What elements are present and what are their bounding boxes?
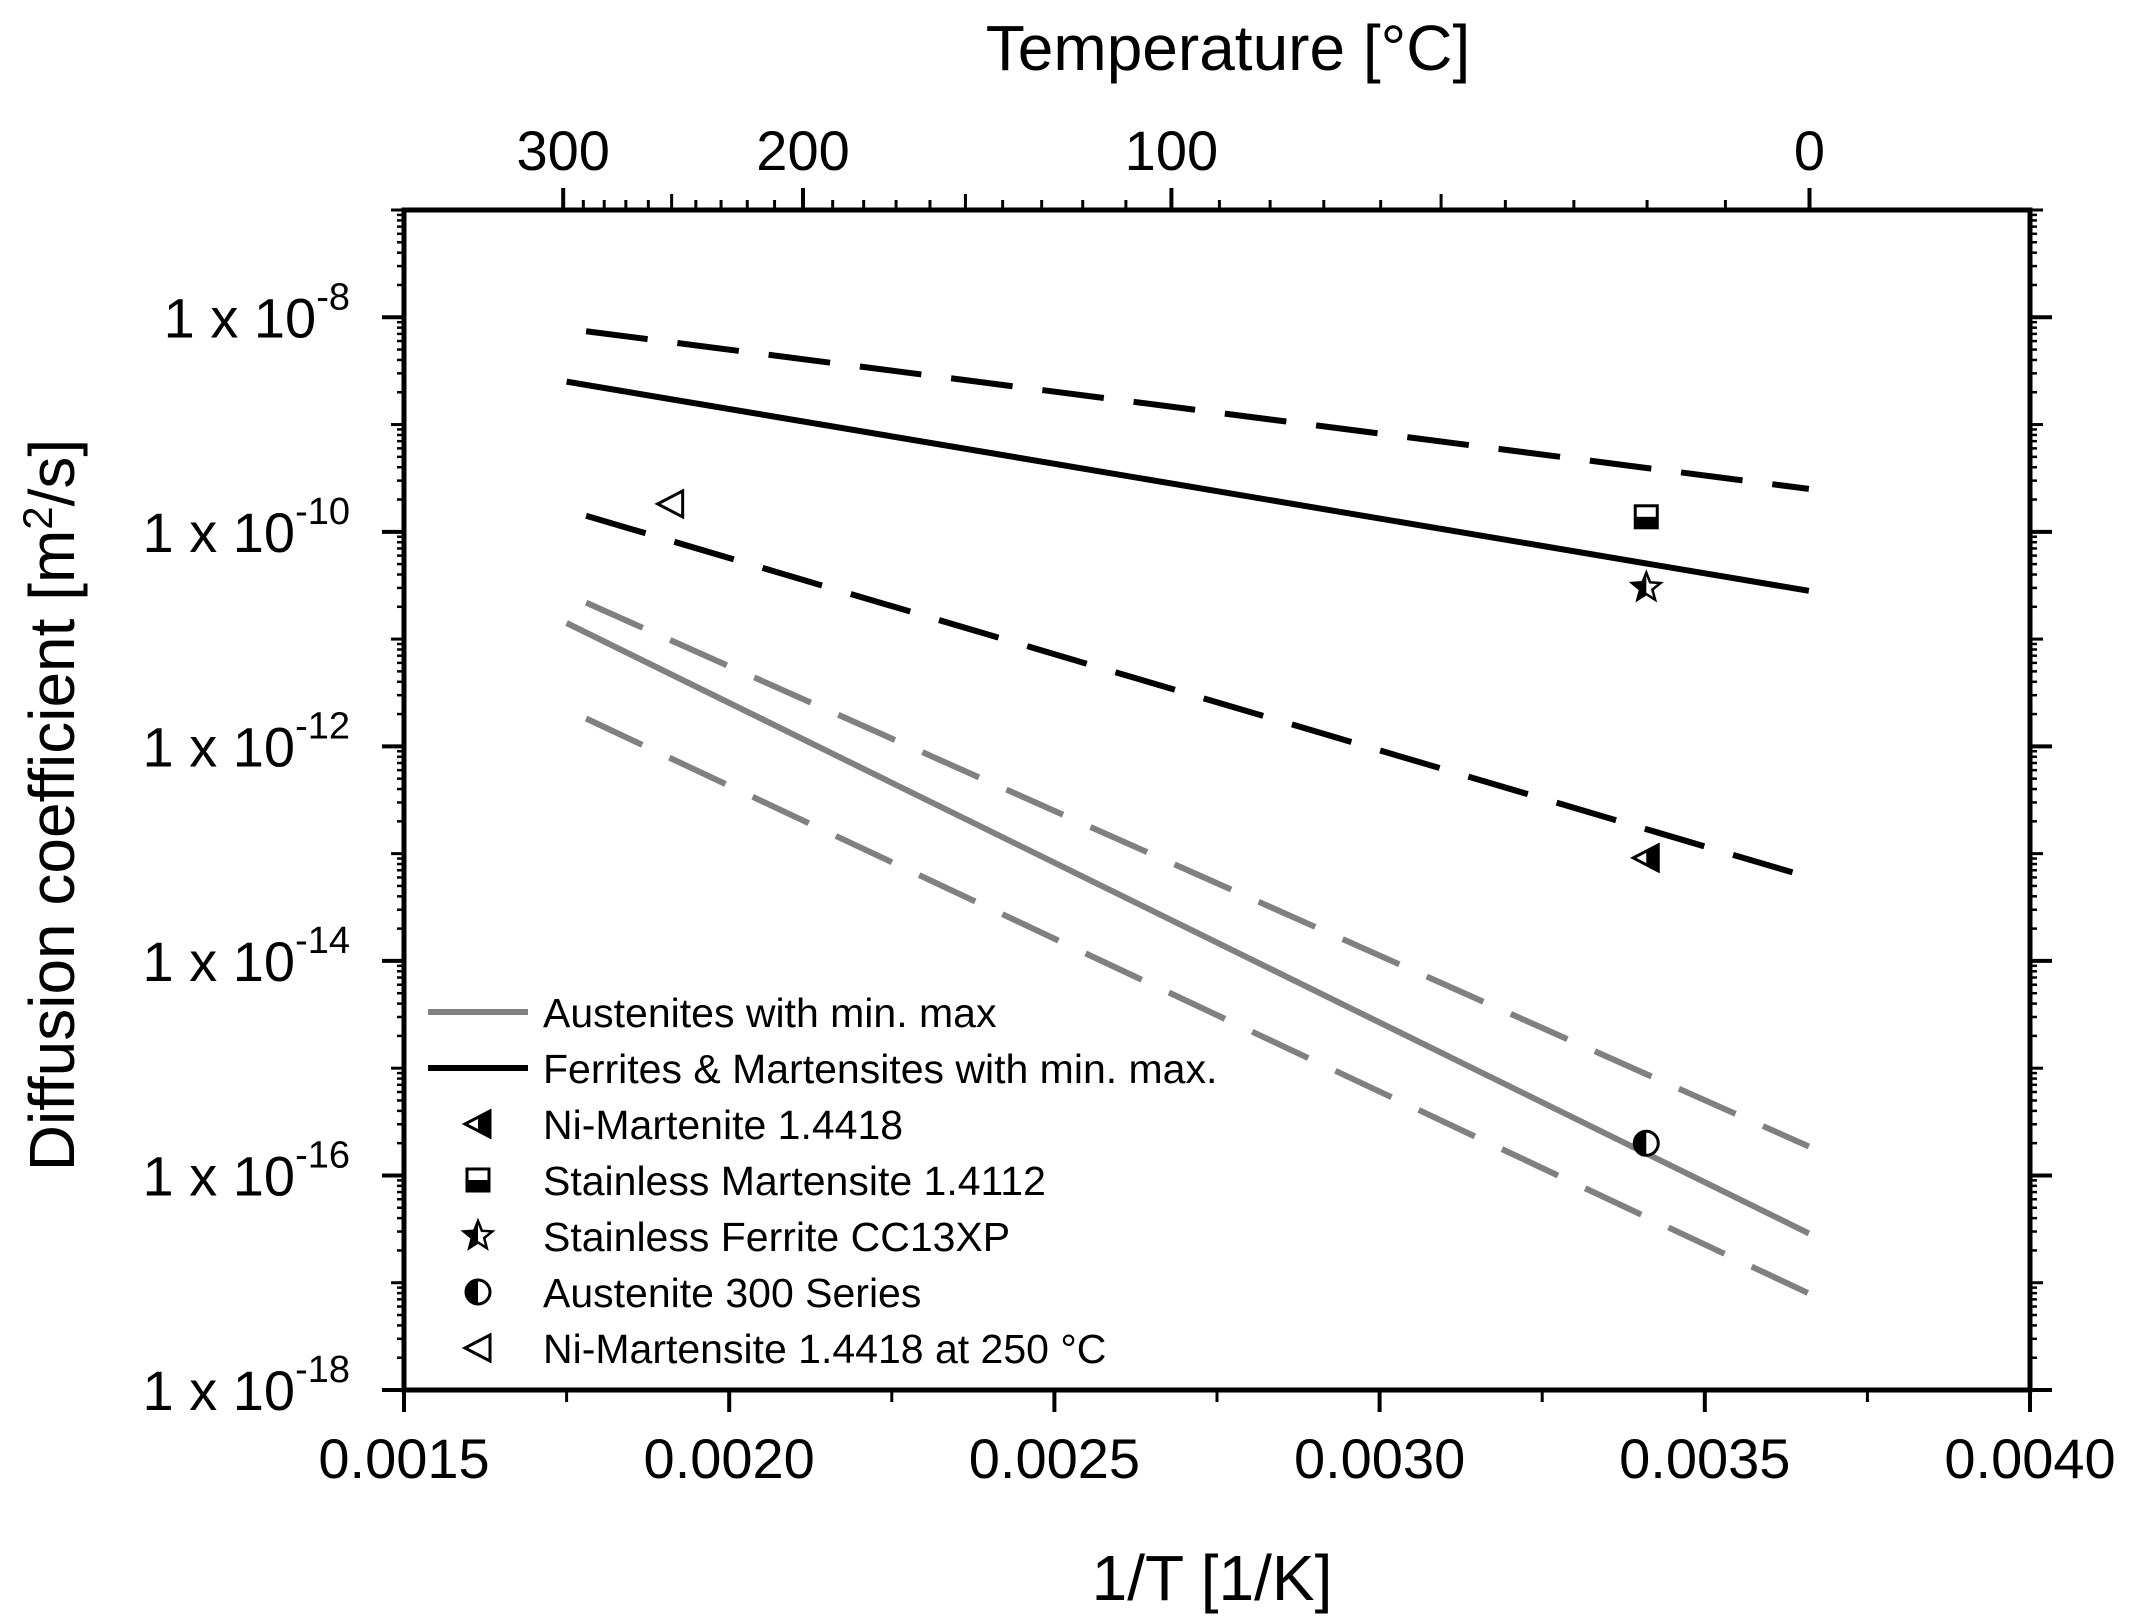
data-point-1 xyxy=(1630,842,1660,874)
top-axis-title: Temperature [°C] xyxy=(986,12,1470,84)
data-point-4-fill xyxy=(1634,1131,1647,1156)
top-tick-label: 300 xyxy=(516,119,609,182)
legend-marker-7 xyxy=(461,1332,492,1364)
y-axis-title-main: Diffusion coefficient [m xyxy=(16,530,88,1172)
series-line-4 xyxy=(565,620,1811,1237)
legend-marker-3 xyxy=(461,1108,492,1140)
y-tick-base: 1 x 10 xyxy=(143,1144,296,1207)
legend-marker-5 xyxy=(460,1217,496,1251)
y-tick-exponent: -14 xyxy=(295,920,350,962)
legend-marker-3-fill xyxy=(478,1111,490,1137)
x-tick-label: 0.0040 xyxy=(1944,1427,2115,1490)
series-line-5 xyxy=(584,599,1811,1150)
data-point-1-fill xyxy=(1646,844,1659,871)
legend-label-7: Ni-Martensite 1.4418 at 250 °C xyxy=(543,1326,1106,1372)
top-tick-label: 0 xyxy=(1794,119,1825,182)
data-point-3 xyxy=(1628,569,1664,603)
data-point-3-fill xyxy=(1632,572,1647,600)
y-tick-exponent: -10 xyxy=(295,491,350,533)
top-tick-label: 100 xyxy=(1125,119,1218,182)
x-axis-ticks: 0.0015 0.0020 0.0025 0.0030 0.0035 0.0040 xyxy=(318,1390,2116,1490)
top-tick-label: 200 xyxy=(756,119,849,182)
y-tick-exponent: -18 xyxy=(295,1349,350,1391)
y-tick-base: 1 x 10 xyxy=(143,501,296,564)
data-point-5-outline xyxy=(654,488,685,520)
series-line-3 xyxy=(585,512,1810,881)
y-tick-label: 1 x 10-16 xyxy=(143,1134,350,1207)
legend: Austenites with min. max Ferrites & Marte… xyxy=(428,990,1217,1372)
y-tick-base: 1 x 10 xyxy=(143,930,296,993)
x-tick-label: 0.0030 xyxy=(1294,1427,1465,1490)
legend-label-2: Ferrites & Martensites with min. max. xyxy=(543,1046,1217,1092)
y-tick-label: 1 x 10-12 xyxy=(143,705,350,778)
x-tick-label: 0.0025 xyxy=(969,1427,1140,1490)
plot-frame xyxy=(401,207,2033,1393)
legend-marker-7-outline xyxy=(461,1332,492,1364)
data-point-2 xyxy=(1633,504,1659,530)
x-tick-label: 0.0020 xyxy=(644,1427,815,1490)
x-tick-label: 0.0015 xyxy=(318,1427,489,1490)
series-lines xyxy=(565,328,1811,1297)
data-point-2-fill xyxy=(1635,516,1658,528)
legend-label-6: Austenite 300 Series xyxy=(543,1270,921,1316)
y-axis-ticks: 1 x 10-181 x 10-161 x 10-141 x 10-121 x … xyxy=(143,208,2052,1422)
y-tick-label: 1 x 10-8 xyxy=(164,276,350,349)
legend-marker-6 xyxy=(464,1278,492,1306)
y-tick-base: 1 x 10 xyxy=(164,286,317,349)
legend-label-4: Stainless Martensite 1.4112 xyxy=(543,1158,1046,1204)
y-tick-label: 1 x 10-14 xyxy=(143,920,350,993)
series-line-2 xyxy=(585,328,1810,492)
y-tick-base: 1 x 10 xyxy=(143,1359,296,1422)
legend-marker-4 xyxy=(465,1167,491,1193)
legend-marker-6-fill xyxy=(466,1280,478,1304)
x-tick-label: 0.0035 xyxy=(1619,1427,1790,1490)
y-tick-exponent: -16 xyxy=(295,1134,350,1176)
y-tick-base: 1 x 10 xyxy=(143,715,296,778)
y-tick-exponent: -8 xyxy=(316,276,350,318)
data-points xyxy=(654,488,1664,1157)
legend-marker-5-fill xyxy=(463,1221,478,1249)
series-line-1 xyxy=(566,378,1810,594)
x-axis-title: 1/T [1/K] xyxy=(1092,1542,1333,1614)
legend-marker-4-fill xyxy=(467,1180,489,1191)
plot-border xyxy=(401,207,2033,1393)
data-point-5 xyxy=(654,488,685,520)
y-axis-title: Diffusion coefficient [m2/s] xyxy=(14,439,88,1171)
series-line-6 xyxy=(584,715,1811,1297)
legend-label-1: Austenites with min. max xyxy=(543,990,997,1036)
data-point-4 xyxy=(1632,1129,1660,1157)
y-tick-exponent: -12 xyxy=(295,705,350,747)
y-axis-title-sup: 2 xyxy=(14,506,61,529)
y-tick-label: 1 x 10-18 xyxy=(143,1349,350,1422)
legend-label-5: Stainless Ferrite CC13XP xyxy=(543,1214,1010,1260)
legend-label-3: Ni-Martenite 1.4418 xyxy=(543,1102,903,1148)
y-tick-label: 1 x 10-10 xyxy=(143,491,350,564)
top-axis-ticks: 300 200 100 0 xyxy=(516,119,1825,210)
y-axis-title-end: /s] xyxy=(16,439,88,507)
